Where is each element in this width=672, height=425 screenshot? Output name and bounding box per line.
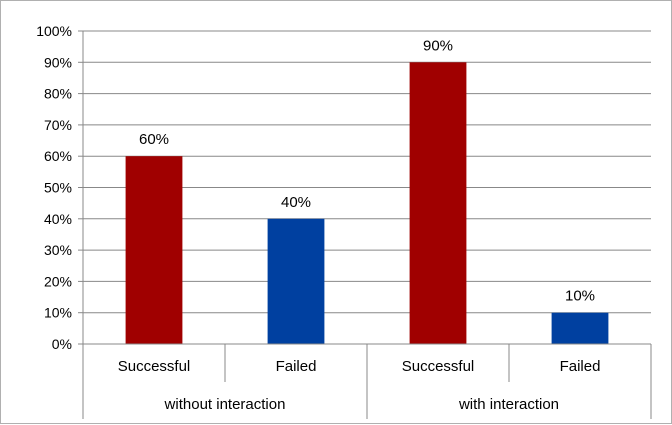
bar [125,156,183,344]
data-label: 60% [139,131,169,148]
data-label: 40% [281,194,311,211]
y-tick-label: 0% [52,336,72,352]
x-group-label: with interaction [458,396,559,413]
y-tick-label: 10% [44,305,72,321]
y-tick-label: 20% [44,273,72,289]
data-label: 10% [565,288,595,305]
x-category-label: Failed [276,358,317,375]
x-group-label: without interaction [164,396,286,413]
y-tick-label: 90% [44,54,72,70]
bar [551,312,609,344]
y-tick-label: 60% [44,148,72,164]
bar [409,62,467,345]
y-tick-label: 50% [44,180,72,196]
data-label: 90% [423,37,453,54]
y-tick-label: 40% [44,211,72,227]
y-tick-label: 30% [44,242,72,258]
y-tick-label: 80% [44,86,72,102]
y-tick-label: 70% [44,117,72,133]
x-category-label: Failed [560,358,601,375]
x-category-label: Successful [402,358,475,375]
x-category-label: Successful [118,358,191,375]
bar [267,218,325,344]
y-tick-label: 100% [36,23,72,39]
